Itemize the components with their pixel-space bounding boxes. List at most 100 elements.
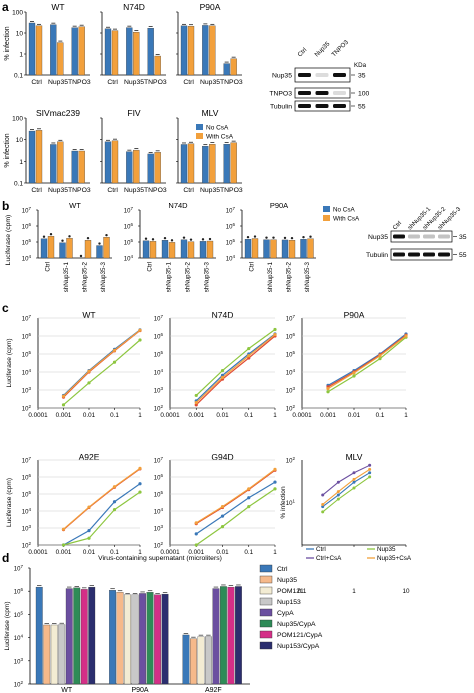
c-ytick-label: 107 (286, 314, 296, 323)
b-data-point (151, 238, 155, 241)
c-plot-wt: WT 102 103 104 105 106 107 0.0001 0.001 0.01 0.1 1 L… (6, 310, 142, 419)
c-xtick-label: 0.01 (216, 412, 229, 419)
b-blot-band (408, 252, 420, 257)
b-blot-row-label: Nup35 (368, 234, 388, 241)
a-bar (78, 150, 85, 184)
b-blot-band (408, 234, 420, 239)
a-title: N74D (123, 2, 145, 12)
c-ytick-exponent: 2 (292, 456, 295, 461)
c-series-line (195, 468, 276, 524)
a-blot-lane-label: Nup35 (313, 40, 331, 58)
c-legend-label: Nup35 (377, 546, 396, 553)
c-title: A92E (79, 452, 100, 462)
b-ytick-exponent: 7 (232, 206, 235, 211)
c-xtick-label: 0.0001 (292, 412, 312, 419)
b-category-label: shNup35-1 (267, 261, 274, 292)
d-ytick-label: 103 (14, 657, 24, 666)
a-legend-swatch (196, 133, 203, 139)
c-ytick-label: 102 (286, 404, 296, 413)
c-series-point (321, 510, 325, 514)
b-data-point (189, 238, 193, 241)
b-data-point (68, 235, 71, 238)
a-category-label: Nup35 (124, 79, 144, 86)
c-ytick-exponent: 6 (160, 332, 163, 337)
b-legend-label: No CsA (333, 207, 355, 214)
d-legend: Ctrl Nup35 POM121 Nup153 CypA Nup35/CypA POM12… (259, 564, 323, 650)
c-series-point (138, 490, 142, 494)
a-blot-band (333, 73, 346, 77)
d-bar (146, 592, 154, 685)
c-ylabel: Luciferase (cpm) (6, 338, 13, 387)
b-category-label: shNup35-1 (166, 261, 173, 292)
a-ytick-label: 100 (12, 10, 23, 17)
a-category-label: Ctrl (107, 187, 118, 194)
c-ytick-label: 107 (22, 456, 32, 465)
b-data-point (49, 233, 53, 236)
c-series-point (112, 485, 117, 489)
panel-label-c: c (2, 301, 9, 315)
c-series-point (87, 381, 91, 385)
c-ytick-exponent: 4 (28, 368, 31, 373)
c-ytick-label: 102 (22, 541, 32, 550)
a-title: FIV (127, 108, 141, 118)
c-series-line (327, 333, 407, 386)
a-bar (28, 22, 36, 76)
a-blot-band (333, 91, 346, 95)
c-ytick-label: 102 (22, 404, 32, 413)
a-bar (111, 140, 119, 184)
b-category-label: shNup35-1 (63, 261, 70, 292)
c-xtick-label: 0.001 (56, 549, 72, 556)
b-data-point (302, 235, 305, 239)
a-category-label: Nup35 (200, 187, 220, 194)
a-title: MLV (202, 108, 219, 118)
d-bar (88, 586, 96, 685)
a-bar (230, 58, 237, 76)
a-subchart-wt: WT 100 10 1 0.1 Ctrl Nup35 TNPO3 % infection (4, 2, 91, 86)
d-bar (197, 636, 205, 685)
a-category-label: TNPO3 (144, 187, 167, 194)
a-bar (35, 25, 43, 76)
a-ytick-label: 0.1 (14, 181, 23, 188)
d-ytick-exponent: 5 (20, 610, 23, 615)
d-legend-label: Nup153/CypA (277, 643, 320, 650)
b-ytick-exponent: 6 (130, 222, 133, 227)
b-blot-band (438, 234, 450, 239)
a-bar (50, 144, 57, 184)
a-blot-row-label: Tubulin (270, 104, 292, 111)
c-series-point (194, 403, 198, 407)
d-ytick-label: 105 (14, 610, 24, 619)
a-bar (230, 142, 237, 184)
a-blot-band (298, 73, 311, 77)
a-bar (209, 144, 216, 184)
d-bar (205, 636, 212, 685)
c-ytick-label: 104 (154, 507, 164, 516)
b-ytick-exponent: 6 (232, 222, 235, 227)
a-bar (126, 151, 133, 184)
b-bar (251, 238, 259, 259)
a-bar (209, 25, 216, 76)
a-blot-band (315, 104, 329, 108)
c-ytick-exponent: 3 (292, 386, 295, 391)
a-bar (104, 141, 112, 184)
c-series-point (273, 467, 277, 471)
d-legend-swatch (259, 630, 273, 639)
a-blot-band (315, 91, 329, 95)
c-ytick-label: 105 (22, 490, 32, 499)
c-series-point (112, 500, 117, 504)
b-data-point (201, 238, 205, 241)
b-category-label: shNup35-2 (185, 261, 192, 292)
c-xtick-label: 1 (352, 588, 356, 595)
c-series-line (327, 336, 407, 393)
a-blot-band (333, 104, 346, 108)
c-xtick-label: 10 (402, 588, 410, 595)
c-series-line (322, 476, 370, 513)
b-bar (59, 242, 66, 259)
a-bar (28, 130, 36, 184)
a-bar (35, 130, 43, 184)
c-series-point (61, 394, 66, 398)
c-ylabel: % infection (280, 486, 287, 519)
d-legend-swatch (259, 608, 273, 617)
c-plot-mlv: MLV 101 102 % infection 0.1 1 10 (280, 452, 410, 595)
